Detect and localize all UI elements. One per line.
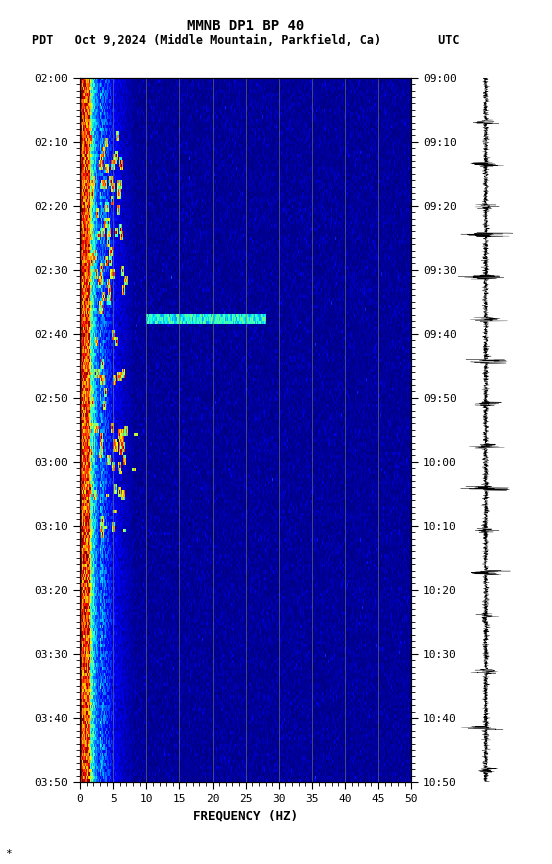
Text: MMNB DP1 BP 40: MMNB DP1 BP 40 (187, 19, 304, 33)
Text: *: * (6, 849, 12, 859)
X-axis label: FREQUENCY (HZ): FREQUENCY (HZ) (193, 810, 298, 823)
Text: PDT   Oct 9,2024 (Middle Mountain, Parkfield, Ca)        UTC: PDT Oct 9,2024 (Middle Mountain, Parkfie… (32, 34, 459, 48)
